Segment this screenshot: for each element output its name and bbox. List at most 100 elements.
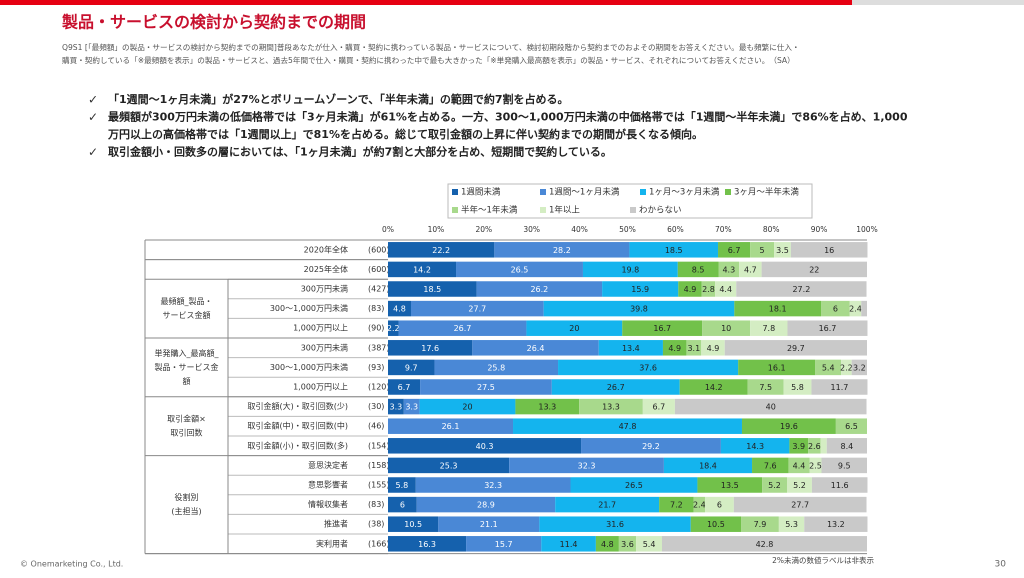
- bar-segment: [841, 359, 852, 376]
- bar-segment: [826, 438, 867, 454]
- bullet-text: 取引金額小・回数多の層においては、「1ヶ月未満」が約7割と大部分を占め、短期間で…: [108, 145, 612, 159]
- value-label: 9.7: [405, 363, 418, 372]
- bullets: ✓ 「1週間～1ヶ月未満」が27%とボリュームゾーンで、「半年未満」の範囲で約7割…: [88, 92, 908, 159]
- sample-size: (46): [368, 422, 384, 431]
- value-label: 15.9: [631, 285, 649, 294]
- value-label: 5.3: [785, 520, 798, 529]
- bullet-text: 万円以上の高価格帯では「1週間以上」で81%を占める。総じて取引金額の上昇に伴い…: [107, 127, 703, 141]
- bar-segment: [750, 320, 788, 336]
- bar-segment: [388, 281, 477, 297]
- bullet-text: 「1週間～1ヶ月未満」が27%とボリュームゾーンで、「半年未満」の範囲で約7割を…: [108, 92, 568, 106]
- row-label: 取引金額(大)・取引回数(少): [248, 401, 348, 411]
- bar-segment: [515, 398, 580, 415]
- group-label: 額: [183, 376, 191, 386]
- value-label: 26.5: [511, 265, 529, 274]
- row-label: 意思決定者: [308, 460, 348, 470]
- value-label: 14.3: [746, 442, 764, 451]
- bar-segment: [388, 300, 411, 317]
- bar-segment: [677, 261, 719, 278]
- bar-segment: [420, 379, 552, 395]
- value-label: 25.3: [440, 461, 458, 470]
- page-number: 30: [995, 560, 1007, 570]
- legend-swatch: [540, 207, 546, 213]
- x-tick-label: 50%: [619, 225, 636, 234]
- value-label: 6.7: [653, 403, 666, 412]
- legend-swatch: [452, 207, 458, 213]
- note: 2%未満の数値ラベルは非表示: [772, 555, 874, 565]
- legend-label: 半年～1年未満: [461, 205, 518, 216]
- bar-segment: [579, 398, 643, 415]
- value-label: 2.6: [808, 442, 821, 451]
- value-label: 7.2: [670, 501, 683, 510]
- bar-segment: [811, 477, 868, 493]
- value-label: 21.1: [480, 520, 498, 529]
- value-label: 6: [833, 305, 838, 314]
- bar-segment: [438, 516, 540, 532]
- sample-size: (600): [368, 245, 390, 254]
- bar-segment: [741, 516, 779, 532]
- value-label: 2.2: [387, 324, 400, 333]
- legend-swatch: [540, 189, 546, 195]
- row-label: 1,000万円以上: [293, 324, 348, 333]
- sample-size: (387): [368, 343, 390, 352]
- value-label: 6.5: [845, 422, 858, 431]
- value-label: 14.2: [705, 383, 723, 392]
- bar-segment: [693, 496, 706, 513]
- value-label: 4.8: [601, 540, 614, 549]
- value-label: 4.8: [393, 305, 406, 314]
- value-label: 20: [569, 324, 579, 333]
- legend-swatch: [630, 207, 636, 213]
- group-label: 最頻額_製品・: [161, 296, 213, 306]
- bar-segment: [661, 536, 867, 552]
- bar-segment: [416, 496, 556, 513]
- value-label: 27.7: [468, 305, 486, 314]
- value-label: 3.5: [776, 246, 789, 255]
- bar-segment: [659, 496, 694, 513]
- bar-segment: [388, 359, 435, 376]
- value-label: 5: [760, 246, 765, 255]
- sample-size: (166): [368, 539, 390, 548]
- bar-segment: [602, 281, 679, 297]
- value-label: 27.5: [477, 383, 495, 392]
- bar-segment: [804, 516, 868, 532]
- bar-segment: [718, 261, 740, 278]
- value-label: 3.6: [621, 540, 634, 549]
- value-label: 11.7: [831, 383, 849, 392]
- value-label: 6.7: [398, 383, 411, 392]
- top-bar: [0, 0, 852, 5]
- value-label: 22.2: [432, 246, 450, 255]
- value-label: 3.9: [792, 442, 805, 451]
- bar-segment: [513, 418, 742, 434]
- row-label: 300～1,000万円未満: [270, 362, 348, 372]
- value-label: 32.3: [578, 461, 596, 470]
- bar-segment: [629, 242, 719, 258]
- value-label: 6.7: [728, 246, 741, 255]
- bar-segment: [774, 242, 791, 258]
- bar-segment: [388, 418, 514, 434]
- bar-segment: [851, 359, 867, 376]
- x-tick-label: 100%: [856, 225, 877, 234]
- legend-label: わからない: [639, 206, 682, 216]
- value-label: 20: [462, 403, 472, 412]
- row-label: 実利用者: [316, 538, 348, 548]
- row-label: 2020年全体: [304, 244, 348, 254]
- bar-segment: [403, 398, 420, 415]
- value-label: 19.8: [621, 265, 639, 274]
- group-label: 役割別: [175, 492, 199, 502]
- bar-segment: [558, 359, 739, 376]
- value-label: 19.6: [780, 422, 798, 431]
- value-label: 11.4: [560, 540, 578, 549]
- bar-segment: [789, 438, 809, 454]
- value-label: 42.8: [756, 540, 774, 549]
- value-label: 15.7: [495, 540, 513, 549]
- x-tick-label: 0%: [382, 225, 394, 234]
- bar-segment: [739, 261, 762, 278]
- sample-size: (30): [368, 402, 384, 411]
- value-label: 26.5: [625, 481, 643, 490]
- bar-segment: [398, 320, 527, 336]
- bar-segment: [724, 340, 867, 356]
- value-label: 22: [809, 265, 819, 274]
- bar-segment: [555, 496, 660, 513]
